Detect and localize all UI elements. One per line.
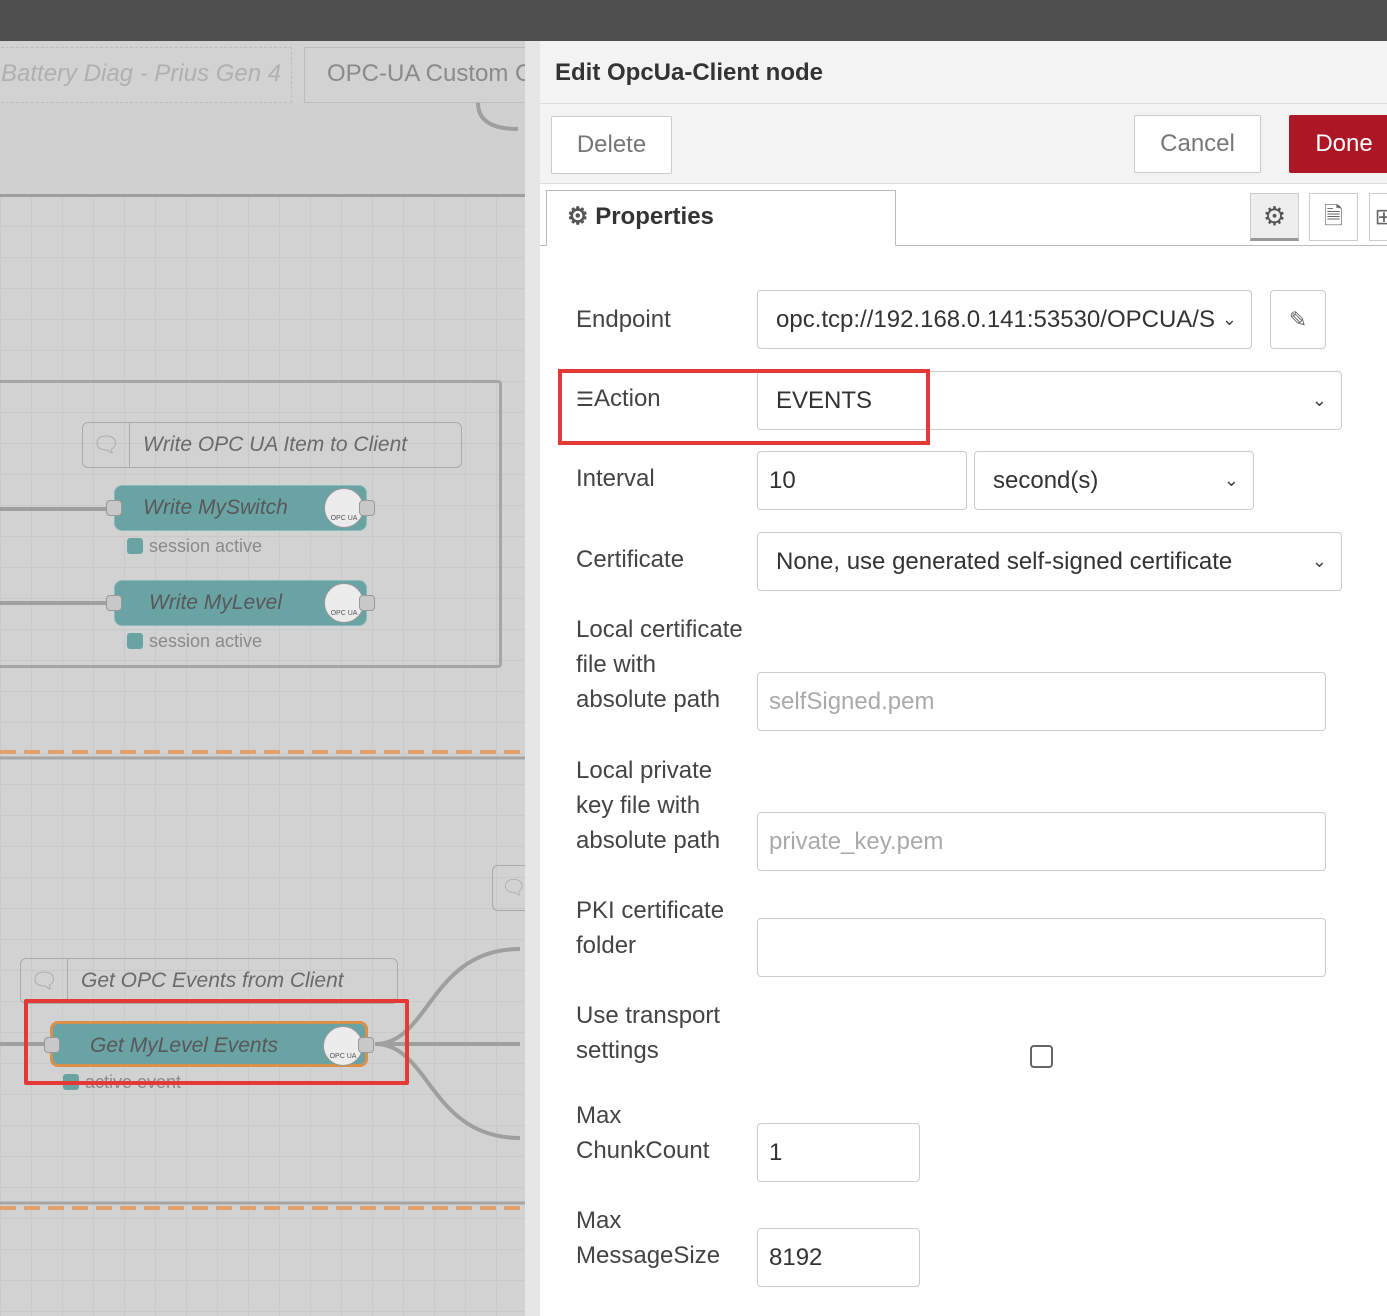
local-cert-input[interactable]: selfSigned.pem — [757, 672, 1326, 731]
input-port[interactable] — [106, 500, 122, 516]
local-key-input[interactable]: private_key.pem — [757, 812, 1326, 871]
edit-node-panel: Edit OpcUa-Client node Delete Cancel Don… — [525, 41, 1387, 1316]
interval-unit-select[interactable]: second(s) ⌄ — [974, 451, 1254, 510]
transport-label: Use transport settings — [576, 1002, 721, 1064]
list-icon: ☰ — [576, 389, 594, 411]
comment-write-opc[interactable]: 🗨 Write OPC UA Item to Client — [82, 422, 462, 468]
interval-input[interactable]: 10 — [757, 451, 967, 510]
delete-button[interactable]: Delete — [551, 116, 672, 174]
certificate-label: Certificate — [576, 546, 685, 573]
message-size-input[interactable]: 8192 — [757, 1228, 920, 1287]
tab-properties[interactable]: ⚙ Properties — [546, 190, 896, 246]
node-write-myswitch[interactable]: Write MySwitch OPC UA — [106, 485, 375, 531]
certificate-select[interactable]: None, use generated self-signed certific… — [757, 532, 1342, 591]
local-key-label: Local private key file with absolute path — [576, 757, 721, 854]
panel-title: Edit OpcUa-Client node — [540, 41, 1387, 104]
chevron-down-icon: ⌄ — [1223, 470, 1239, 490]
local-cert-label: Local certificate file with absolute path — [576, 616, 743, 713]
comment-icon: 🗨 — [83, 423, 130, 467]
top-bar — [0, 0, 1387, 41]
tab-opcua-custom[interactable]: OPC-UA Custom C — [304, 47, 525, 103]
description-doc-icon[interactable]: 🗎 — [1309, 193, 1358, 241]
comment-icon[interactable]: 🗨 — [492, 865, 525, 911]
action-select[interactable]: EVENTS ⌄ — [757, 371, 1342, 430]
endpoint-select[interactable]: opc.tcp://192.168.0.141:53530/OPCUA/S ⌄ — [757, 290, 1252, 349]
gear-icon: ⚙ — [567, 203, 589, 230]
done-button[interactable]: Done — [1289, 115, 1387, 173]
msgsize-label: Max MessageSize — [576, 1207, 721, 1269]
cancel-button[interactable]: Cancel — [1134, 115, 1261, 173]
transport-checkbox[interactable] — [1030, 1045, 1053, 1068]
node-status: session active — [127, 536, 262, 557]
tab-battery-diag[interactable]: Battery Diag - Prius Gen 4 — [0, 47, 292, 103]
node-status: session active — [127, 631, 262, 652]
input-port[interactable] — [106, 595, 122, 611]
pki-folder-input[interactable] — [757, 918, 1326, 977]
node-write-mylevel[interactable]: Write MyLevel OPC UA — [106, 580, 375, 626]
opcua-icon: OPC UA — [324, 583, 364, 623]
node-label: Write MySwitch — [143, 496, 288, 519]
status-icon — [127, 633, 143, 649]
flow-canvas[interactable]: Battery Diag - Prius Gen 4 OPC-UA Custom… — [0, 41, 525, 1316]
chevron-down-icon: ⌄ — [1311, 390, 1327, 410]
output-port[interactable] — [358, 1037, 374, 1053]
panel-buttons: Delete Cancel Done — [540, 104, 1387, 184]
tab-label: Battery Diag - Prius Gen 4 — [1, 60, 282, 87]
node-label: Get MyLevel Events — [90, 1034, 278, 1057]
output-port[interactable] — [359, 595, 375, 611]
opcua-icon: OPC UA — [324, 488, 364, 528]
node-get-mylevel-events[interactable]: Get MyLevel Events OPC UA — [44, 1021, 374, 1067]
group-box — [0, 380, 502, 668]
endpoint-label: Endpoint — [576, 306, 671, 333]
comment-label: Get OPC Events from Client — [81, 969, 344, 992]
divider — [0, 194, 525, 197]
tab-label: OPC-UA Custom C — [327, 60, 525, 87]
comment-icon: 🗨 — [21, 959, 68, 1003]
highlight-box — [558, 369, 930, 445]
highlight-box — [24, 999, 409, 1085]
input-port[interactable] — [44, 1037, 60, 1053]
status-icon — [127, 538, 143, 554]
pki-label: PKI certificate folder — [576, 897, 725, 959]
chunk-count-input[interactable]: 1 — [757, 1123, 920, 1182]
chunk-label: Max ChunkCount — [576, 1102, 710, 1164]
comment-label: Write OPC UA Item to Client — [143, 433, 408, 456]
settings-gear-icon[interactable]: ⚙ — [1250, 193, 1299, 241]
canvas-header-area — [0, 103, 525, 195]
appearance-icon[interactable]: ⊞ — [1369, 193, 1387, 241]
node-label: Write MyLevel — [148, 591, 283, 614]
wires — [0, 102, 525, 1210]
opcua-icon: OPC UA — [323, 1026, 363, 1066]
edit-pencil-icon[interactable]: ✎ — [1270, 290, 1326, 349]
action-label: ☰Action — [576, 385, 661, 412]
chevron-down-icon: ⌄ — [1311, 551, 1327, 571]
output-port[interactable] — [359, 500, 375, 516]
chevron-down-icon: ⌄ — [1215, 291, 1237, 348]
interval-label: Interval — [576, 465, 655, 492]
comment-get-events[interactable]: 🗨 Get OPC Events from Client — [20, 958, 398, 1004]
